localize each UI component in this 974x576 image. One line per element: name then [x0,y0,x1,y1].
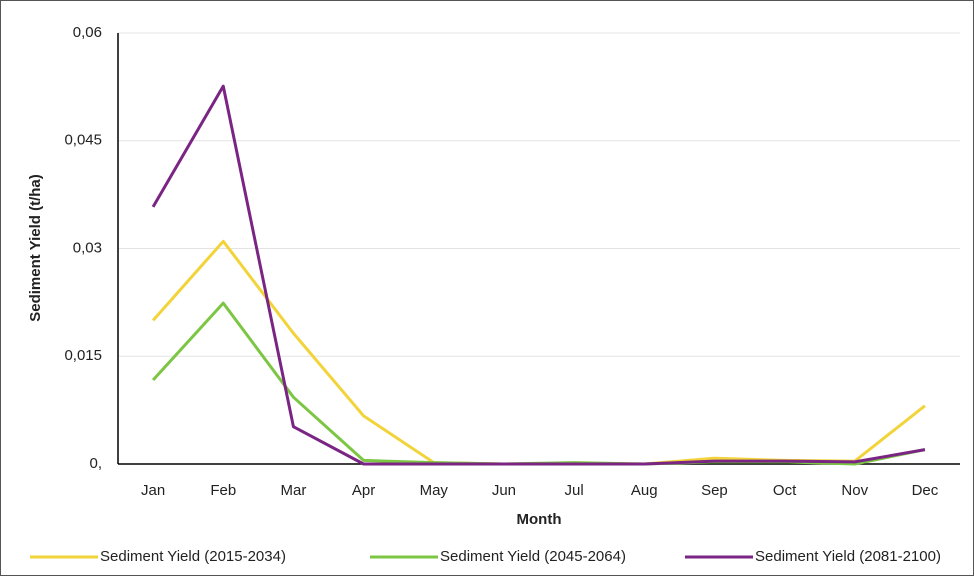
x-tick-label: Jul [564,482,583,499]
x-axis-title: Month [517,511,562,528]
y-tick-label: 0,03 [73,239,102,256]
x-tick-label: Feb [210,482,236,499]
x-tick-label: May [420,482,449,499]
y-tick-label: 0,015 [64,347,102,364]
y-axis-title: Sediment Yield (t/ha) [27,174,44,322]
y-tick-label: 0,06 [73,24,102,41]
x-tick-label: Sep [701,482,728,499]
legend-label: Sediment Yield (2081-2100) [755,548,941,565]
legend-label: Sediment Yield (2045-2064) [440,548,626,565]
series-line [151,84,926,466]
y-tick-label: 0, [89,455,102,472]
x-tick-label: Jun [492,482,516,499]
x-tick-label: Apr [352,482,375,499]
y-tick-label: 0,045 [64,132,102,149]
x-tick-label: Dec [912,482,939,499]
x-tick-label: Mar [280,482,306,499]
legend-label: Sediment Yield (2015-2034) [100,548,286,565]
x-tick-label: Nov [841,482,868,499]
x-tick-label: Oct [773,482,797,499]
x-tick-label: Aug [631,482,658,499]
x-tick-label: Jan [141,482,165,499]
